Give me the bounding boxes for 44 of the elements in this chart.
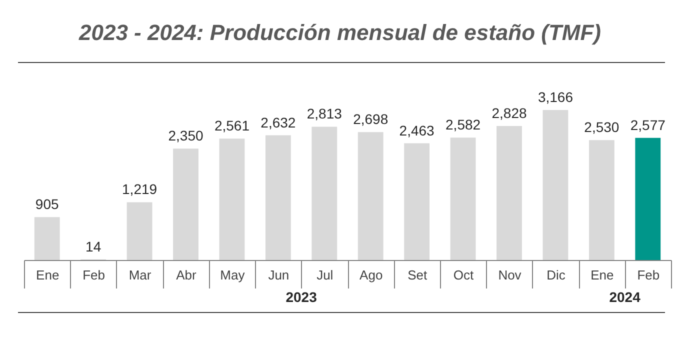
x-tick-label: Ago — [360, 268, 383, 282]
bar — [358, 132, 384, 260]
bar — [312, 126, 338, 260]
data-label: 14 — [86, 238, 102, 254]
data-label: 2,582 — [446, 116, 481, 133]
x-tick-label: Ene — [36, 268, 60, 282]
data-label: 2,350 — [168, 128, 204, 144]
bar — [588, 140, 614, 260]
x-tick-label: Jun — [268, 268, 290, 282]
x-tick-label: Feb — [637, 268, 660, 282]
data-label: 905 — [35, 196, 59, 212]
data-label: 1,219 — [122, 181, 158, 198]
bar — [265, 135, 291, 260]
text: 2024 — [609, 289, 641, 305]
bar — [34, 217, 60, 260]
data-label: 2,561 — [214, 118, 250, 134]
x-tick-label: Dic — [546, 268, 566, 282]
data-label: 2,698 — [353, 111, 388, 128]
bar — [496, 126, 522, 260]
x-tick-label: Abr — [176, 268, 198, 282]
bar — [450, 138, 476, 260]
data-label: 3,166 — [538, 89, 574, 105]
bar — [635, 138, 661, 260]
x-tick-label: Jul — [316, 268, 334, 282]
x-tick-label: Oct — [453, 268, 474, 282]
data-label: 2,530 — [584, 119, 620, 136]
text: 2023 — [286, 289, 318, 305]
x-tick-label: Mar — [128, 268, 152, 282]
data-label: 2,813 — [306, 106, 342, 122]
chart-title: 2023 - 2024: Producción mensual de estaño (TMF) — [78, 20, 602, 47]
x-tick-label: Nov — [498, 268, 522, 282]
bar — [126, 202, 152, 260]
x-tick-label: Feb — [82, 268, 106, 282]
bar — [404, 143, 430, 260]
bar — [542, 110, 568, 260]
bar — [173, 148, 198, 260]
bar — [219, 138, 245, 260]
data-label: 2,632 — [260, 114, 296, 130]
data-label: 2,577 — [630, 116, 666, 133]
data-label: 2,463 — [399, 122, 435, 138]
x-tick-label: Set — [408, 268, 428, 282]
x-tick-label: May — [220, 268, 246, 282]
x-tick-label: Ene — [590, 268, 614, 282]
data-label: 2,828 — [492, 105, 527, 122]
